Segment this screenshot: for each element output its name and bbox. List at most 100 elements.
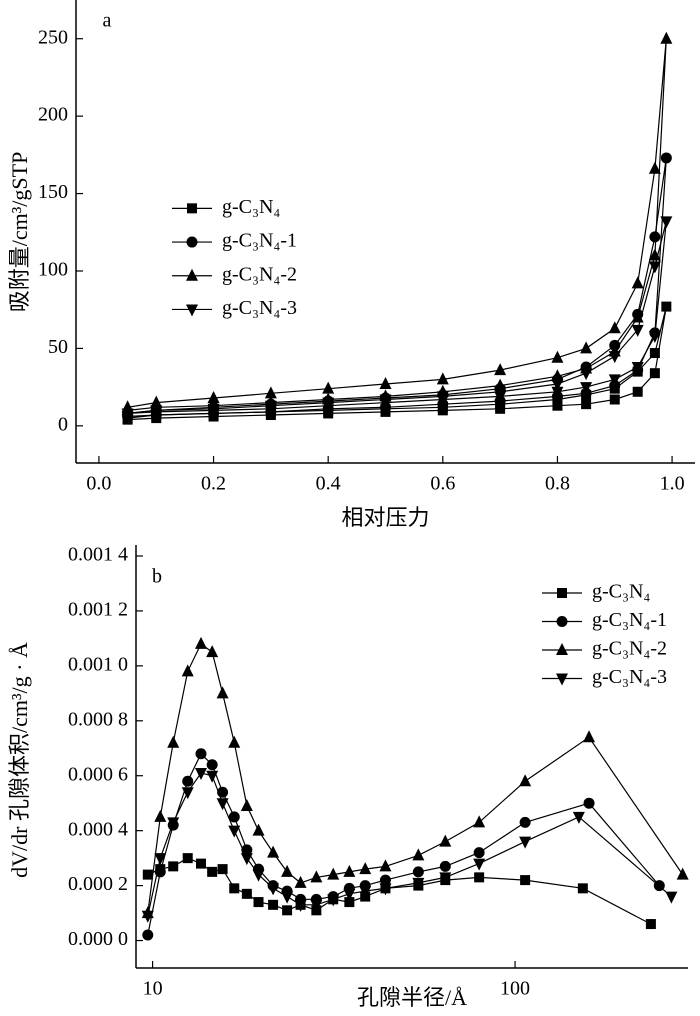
y-tick-label: 0.000 4 [68,818,128,840]
marker [552,400,563,411]
marker [436,391,449,404]
marker [660,216,673,229]
legend-label: g-C₃N₄ [592,581,650,603]
marker [322,381,335,394]
chart: 0.000 0 0.000 2 0.000 4 0.000 6 0.000 8 0.001… [7,544,689,1010]
marker [150,405,163,418]
marker [310,899,323,912]
y-tick-label: 50 [48,336,68,358]
marker [660,152,672,164]
marker [608,351,621,364]
x-axis-label: 相对压力 [341,505,429,530]
x-tick-label: 0.4 [316,473,341,495]
marker [322,397,335,410]
y-tick-label: 200 [38,104,68,126]
marker [327,867,340,880]
marker [583,730,596,743]
y-tick-label: 0 [58,413,68,435]
marker [631,361,644,374]
legend-label: g-C₃N₄-3 [592,666,667,688]
marker [649,348,660,359]
marker [253,897,264,908]
marker [294,899,307,912]
legend-label: g-C₃N₄-2 [592,638,667,660]
marker [473,815,486,828]
y-tick-label: 0.001 2 [68,599,128,621]
marker [207,866,218,877]
marker [207,403,220,416]
legend: g-C₃N₄ g-C₃N₄-1 g-C₃N₄-2 g-C₃N₄-3 [542,581,667,688]
marker [195,858,206,869]
y-tick-label: 0.000 6 [68,763,128,785]
marker [556,643,568,655]
marker [557,588,567,598]
marker [519,774,532,787]
marker [154,809,167,822]
marker [186,304,198,317]
marker [228,825,241,838]
marker [268,899,279,910]
chart: 0 50 100 150 200 250 0.0 0.2 0.4 0.6 0.8 1.0 相对压力 吸附量… [7,0,695,530]
marker [264,400,277,413]
marker [240,798,253,811]
marker [609,394,620,405]
marker [359,886,372,899]
marker [608,321,621,334]
marker [150,395,163,408]
marker [661,301,672,312]
marker [551,386,564,399]
series-line [127,38,667,411]
y-tick-label: 0.000 8 [68,708,128,730]
marker [551,369,564,382]
marker [194,636,207,649]
y-tick-label: 250 [38,26,68,48]
marker [519,836,532,849]
y-tick-label: 0.001 4 [68,544,128,566]
marker [167,735,180,748]
legend-label: g-C₃N₄-2 [222,263,297,285]
marker [412,877,425,890]
y-tick-label: 0.000 0 [68,928,128,950]
marker [379,859,392,872]
marker [264,386,277,399]
marker [252,869,265,882]
marker [327,894,340,907]
y-tick-label: 0.001 0 [68,653,128,675]
marker [494,386,507,399]
x-tick-label: 10 [143,978,163,1000]
marker [473,847,485,859]
marker [229,883,240,894]
marker [648,331,661,344]
marker [631,276,644,289]
x-tick-label: 0.2 [201,473,226,495]
legend: g-C₃N₄ g-C₃N₄-1 g-C₃N₄-2 g-C₃N₄-3 [172,196,297,319]
marker [379,394,392,407]
marker [583,797,595,809]
legend-label: g-C₃N₄-3 [222,297,297,319]
marker [436,372,449,385]
marker [577,883,588,894]
marker [182,853,193,864]
marker [344,897,355,908]
marker [580,382,593,395]
marker [551,379,564,392]
marker [216,686,229,699]
marker [206,645,219,658]
marker [121,408,134,421]
marker [142,869,153,880]
marker [676,867,689,880]
marker [648,261,661,274]
marker [379,377,392,390]
marker [252,823,265,836]
marker [648,161,661,174]
y-tick-label: 100 [38,259,68,281]
marker [228,735,241,748]
legend-label: g-C₃N₄-1 [222,230,297,252]
series-line [147,752,660,936]
marker [359,862,372,875]
marker [649,231,661,243]
marker [216,798,229,811]
marker [267,883,280,896]
marker [186,236,198,248]
marker [551,350,564,363]
